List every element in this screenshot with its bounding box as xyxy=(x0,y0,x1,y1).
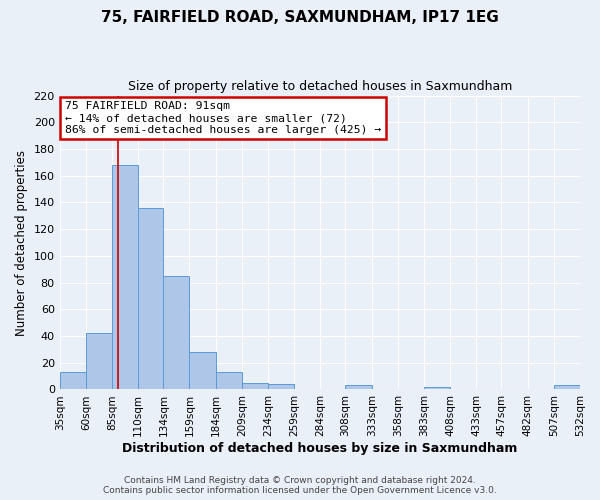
Bar xyxy=(268,384,294,390)
Bar xyxy=(59,372,86,390)
Y-axis label: Number of detached properties: Number of detached properties xyxy=(15,150,28,336)
Bar xyxy=(163,276,190,390)
Bar xyxy=(215,372,242,390)
X-axis label: Distribution of detached houses by size in Saxmundham: Distribution of detached houses by size … xyxy=(122,442,518,455)
Text: 75, FAIRFIELD ROAD, SAXMUNDHAM, IP17 1EG: 75, FAIRFIELD ROAD, SAXMUNDHAM, IP17 1EG xyxy=(101,10,499,25)
Bar xyxy=(86,334,112,390)
Text: 75 FAIRFIELD ROAD: 91sqm
← 14% of detached houses are smaller (72)
86% of semi-d: 75 FAIRFIELD ROAD: 91sqm ← 14% of detach… xyxy=(65,102,381,134)
Bar xyxy=(242,383,268,390)
Text: Contains HM Land Registry data © Crown copyright and database right 2024.
Contai: Contains HM Land Registry data © Crown c… xyxy=(103,476,497,495)
Title: Size of property relative to detached houses in Saxmundham: Size of property relative to detached ho… xyxy=(128,80,512,93)
Bar xyxy=(190,352,215,390)
Bar xyxy=(424,387,450,390)
Bar xyxy=(112,165,138,390)
Bar xyxy=(554,386,580,390)
Bar xyxy=(138,208,163,390)
Bar xyxy=(346,386,371,390)
